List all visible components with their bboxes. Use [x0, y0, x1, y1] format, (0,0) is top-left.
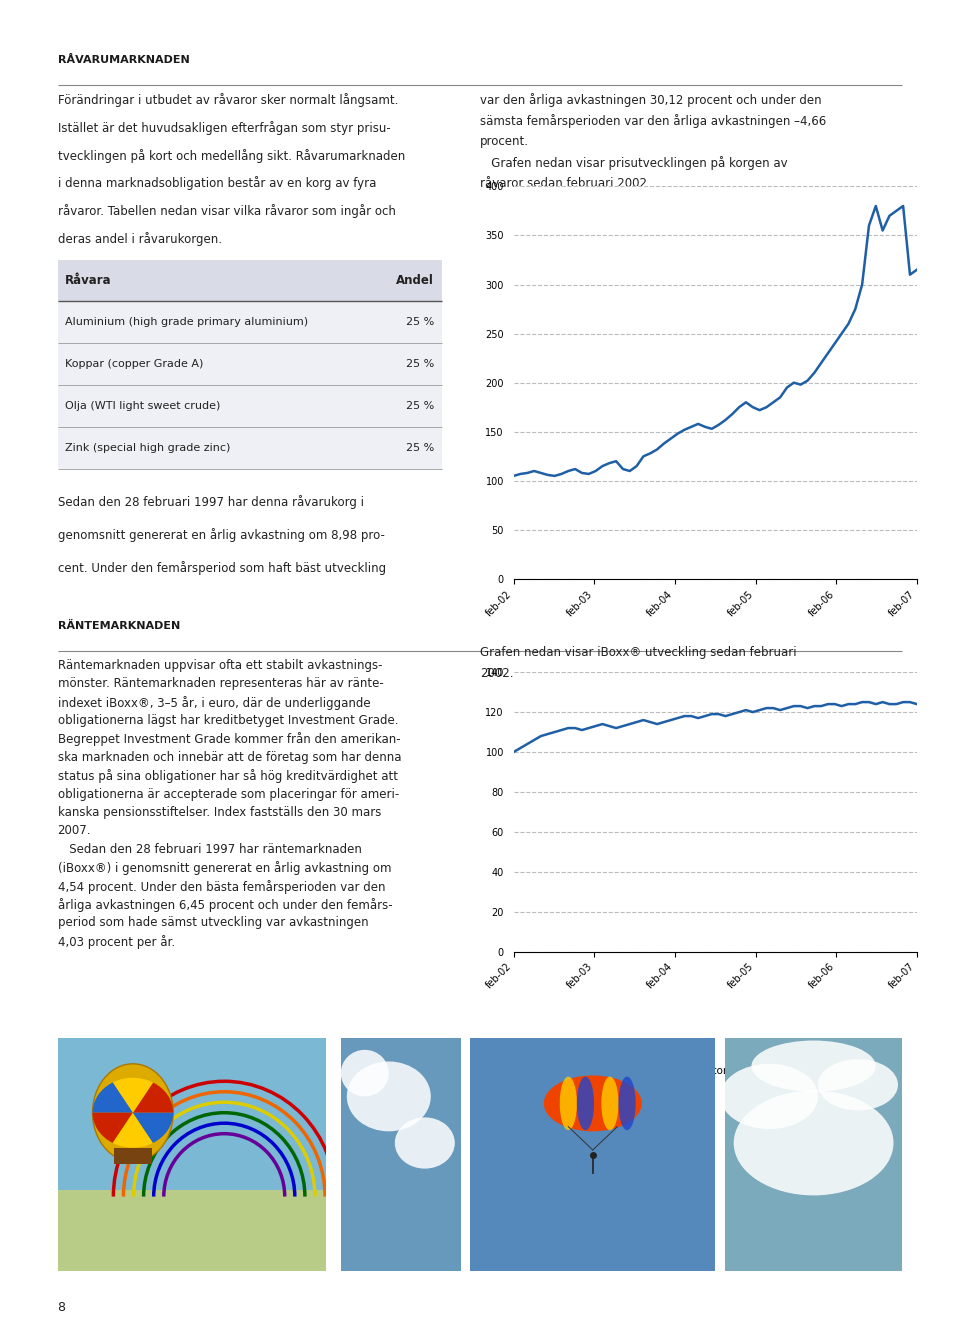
Text: kanska pensionsstiftelser. Index fastställs den 30 mars: kanska pensionsstiftelser. Index faststä… — [58, 807, 381, 819]
Text: Olja (WTI light sweet crude): Olja (WTI light sweet crude) — [65, 401, 221, 411]
Text: ska marknaden och innebär att de företag som har denna: ska marknaden och innebär att de företag… — [58, 751, 401, 764]
Text: råvaror. Tabellen nedan visar vilka råvaror som ingår och: råvaror. Tabellen nedan visar vilka råva… — [58, 204, 396, 218]
Text: obligationerna är accepterade som placeringar för ameri-: obligationerna är accepterade som placer… — [58, 788, 398, 801]
Ellipse shape — [560, 1077, 577, 1130]
Ellipse shape — [577, 1077, 594, 1130]
Legend: Världen – Råvaror: Världen – Råvaror — [599, 704, 734, 723]
Text: 25 %: 25 % — [406, 317, 434, 327]
Text: 8: 8 — [58, 1302, 65, 1314]
FancyBboxPatch shape — [58, 427, 442, 469]
Ellipse shape — [341, 1050, 389, 1097]
Text: 25 %: 25 % — [406, 401, 434, 411]
Text: procent.: procent. — [480, 136, 529, 148]
Text: tvecklingen på kort och medellång sikt. Råvarumarknaden: tvecklingen på kort och medellång sikt. … — [58, 149, 405, 162]
Text: Aluminium (high grade primary aluminium): Aluminium (high grade primary aluminium) — [65, 317, 308, 327]
Text: genomsnitt genererat en årlig avkastning om 8,98 pro-: genomsnitt genererat en årlig avkastning… — [58, 528, 384, 542]
Text: mönster. Räntemarknaden representeras här av ränte-: mönster. Räntemarknaden representeras hä… — [58, 677, 383, 691]
Legend: Världen – Räntor: Världen – Räntor — [602, 1062, 732, 1081]
Text: 25 %: 25 % — [406, 359, 434, 370]
Text: Råvara: Råvara — [65, 274, 112, 287]
Text: Sedan den 28 februari 1997 har denna råvarukorg i: Sedan den 28 februari 1997 har denna råv… — [58, 495, 364, 508]
FancyBboxPatch shape — [725, 1038, 902, 1271]
Ellipse shape — [601, 1077, 618, 1130]
Text: 25 %: 25 % — [406, 443, 434, 454]
Text: period som hade sämst utveckling var avkastningen: period som hade sämst utveckling var avk… — [58, 917, 369, 929]
FancyBboxPatch shape — [470, 1038, 715, 1271]
FancyBboxPatch shape — [58, 386, 442, 427]
Ellipse shape — [543, 1075, 641, 1131]
Wedge shape — [132, 1082, 173, 1113]
Text: 4,03 procent per år.: 4,03 procent per år. — [58, 934, 175, 949]
Ellipse shape — [752, 1041, 876, 1091]
FancyBboxPatch shape — [58, 302, 442, 343]
Text: 4,54 procent. Under den bästa femårsperioden var den: 4,54 procent. Under den bästa femårsperi… — [58, 880, 385, 893]
Text: indexet iBoxx®, 3–5 år, i euro, där de underliggande: indexet iBoxx®, 3–5 år, i euro, där de u… — [58, 696, 371, 709]
Ellipse shape — [818, 1059, 898, 1110]
Text: Räntemarknaden uppvisar ofta ett stabilt avkastnings-: Räntemarknaden uppvisar ofta ett stabilt… — [58, 659, 382, 672]
Text: (iBoxx®) i genomsnitt genererat en årlig avkastning om: (iBoxx®) i genomsnitt genererat en årlig… — [58, 861, 391, 876]
Text: Andel: Andel — [396, 274, 434, 287]
Text: cent. Under den femårsperiod som haft bäst utveckling: cent. Under den femårsperiod som haft bä… — [58, 562, 386, 575]
Text: RÄNTEMARKNADEN: RÄNTEMARKNADEN — [58, 620, 180, 631]
Ellipse shape — [720, 1063, 818, 1129]
Text: 2002.: 2002. — [480, 667, 514, 680]
Text: var den årliga avkastningen 30,12 procent och under den: var den årliga avkastningen 30,12 procen… — [480, 93, 822, 106]
FancyBboxPatch shape — [58, 343, 442, 386]
Text: obligationerna lägst har kreditbetyget Investment Grade.: obligationerna lägst har kreditbetyget I… — [58, 713, 398, 727]
Ellipse shape — [618, 1077, 636, 1130]
Text: 2007.: 2007. — [58, 824, 91, 837]
Text: Begreppet Investment Grade kommer från den amerikan-: Begreppet Investment Grade kommer från d… — [58, 732, 400, 747]
Text: Förändringar i utbudet av råvaror sker normalt långsamt.: Förändringar i utbudet av råvaror sker n… — [58, 93, 398, 106]
FancyBboxPatch shape — [58, 260, 442, 302]
Wedge shape — [132, 1113, 173, 1143]
Text: Grafen nedan visar prisutvecklingen på korgen av: Grafen nedan visar prisutvecklingen på k… — [480, 156, 787, 170]
Text: deras andel i råvarukorgen.: deras andel i råvarukorgen. — [58, 232, 222, 246]
FancyBboxPatch shape — [58, 1190, 326, 1271]
Text: RÅVARUMARKNADEN: RÅVARUMARKNADEN — [58, 55, 189, 65]
FancyBboxPatch shape — [114, 1147, 152, 1163]
FancyBboxPatch shape — [341, 1038, 461, 1271]
Text: Koppar (copper Grade A): Koppar (copper Grade A) — [65, 359, 204, 370]
Ellipse shape — [733, 1090, 894, 1195]
FancyBboxPatch shape — [58, 1038, 326, 1190]
Ellipse shape — [395, 1118, 455, 1169]
Text: sämsta femårsperioden var den årliga avkastningen –4,66: sämsta femårsperioden var den årliga avk… — [480, 114, 827, 128]
Text: Sedan den 28 februari 1997 har räntemarknaden: Sedan den 28 februari 1997 har räntemark… — [58, 843, 362, 856]
Text: i denna marknadsobligation består av en korg av fyra: i denna marknadsobligation består av en … — [58, 176, 376, 190]
Ellipse shape — [347, 1062, 431, 1131]
Text: Grafen nedan visar iBoxx® utveckling sedan februari: Grafen nedan visar iBoxx® utveckling sed… — [480, 646, 797, 659]
Text: Istället är det huvudsakligen efterfrågan som styr prisu-: Istället är det huvudsakligen efterfråga… — [58, 121, 391, 134]
Text: råvaror sedan februari 2002.: råvaror sedan februari 2002. — [480, 177, 651, 190]
Text: årliga avkastningen 6,45 procent och under den femårs-: årliga avkastningen 6,45 procent och und… — [58, 898, 393, 912]
Wedge shape — [112, 1113, 153, 1147]
Ellipse shape — [92, 1063, 173, 1162]
Wedge shape — [92, 1113, 132, 1143]
Wedge shape — [92, 1082, 132, 1113]
Text: Zink (special high grade zinc): Zink (special high grade zinc) — [65, 443, 230, 454]
Wedge shape — [112, 1078, 153, 1113]
Text: status på sina obligationer har så hög kreditvärdighet att: status på sina obligationer har så hög k… — [58, 769, 397, 783]
